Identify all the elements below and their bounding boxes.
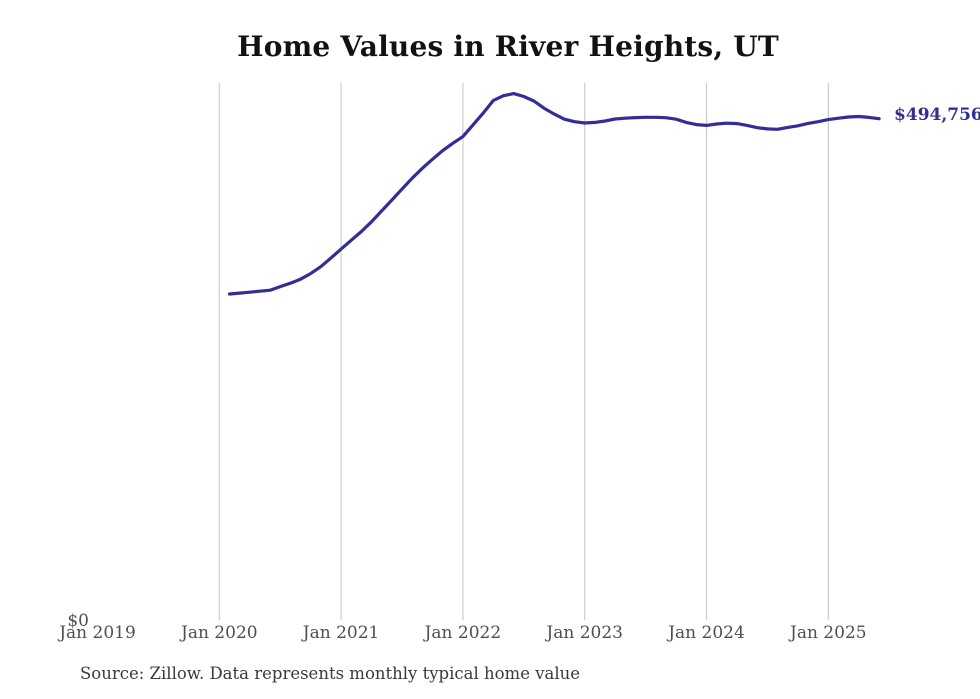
source-note: Source: Zillow. Data represents monthly … (80, 664, 581, 683)
y-tick-label-zero: $0 (67, 611, 89, 631)
x-tick-label: Jan 2022 (424, 623, 502, 643)
x-tick-label: Jan 2024 (668, 623, 745, 643)
x-tick-label: Jan 2023 (546, 623, 623, 643)
gridlines (218, 83, 829, 620)
x-tick-label: Jan 2025 (790, 623, 867, 643)
x-tick-label: Jan 2020 (181, 623, 258, 643)
home-value-line (227, 92, 881, 296)
chart-title: Home Values in River Heights, UT (237, 30, 779, 63)
x-tick-label: Jan 2019 (59, 623, 136, 643)
end-value-label: $494,756 (894, 104, 980, 125)
x-tick-label: Jan 2021 (302, 623, 380, 643)
